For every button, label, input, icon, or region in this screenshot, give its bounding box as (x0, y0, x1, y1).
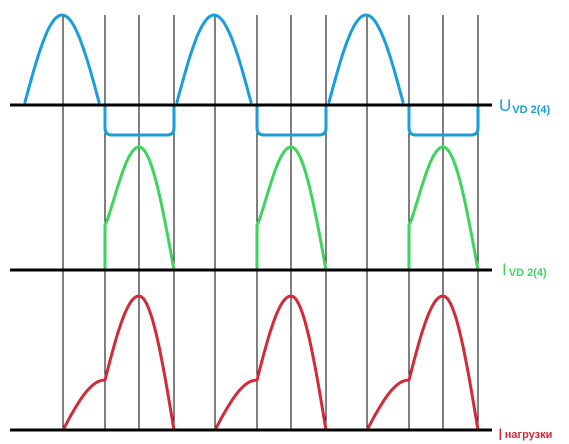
diode-current-waveform (103, 145, 480, 271)
voltage-hump (23, 13, 101, 104)
vertical-reference-lines (62, 15, 479, 430)
load-current-pulse (365, 294, 480, 431)
voltage-reverse-segment (407, 105, 480, 137)
voltage-reverse-segment (103, 105, 176, 137)
diode-current-label-sub: VD 2(4) (509, 267, 547, 279)
voltage-label-sub: VD 2(4) (512, 104, 550, 116)
diode-current-pulse (255, 145, 328, 271)
diode-current-pulse (407, 145, 480, 271)
load-current-pulse (213, 294, 328, 431)
voltage-label: UVD 2(4) (499, 96, 551, 116)
diode-current-label-main: I (502, 260, 507, 279)
diode-current-label: I VD 2(4) (502, 260, 547, 279)
load-current-label-main: I (498, 425, 503, 444)
voltage-waveform (23, 13, 480, 137)
load-current-label-sub: нагрузки (505, 429, 553, 441)
voltage-reverse-segment (255, 105, 328, 137)
load-current-waveform (61, 294, 480, 431)
voltage-label-main: U (499, 96, 511, 115)
diode-current-pulse (103, 145, 176, 271)
voltage-hump (175, 13, 253, 104)
load-current-pulse (61, 294, 176, 431)
voltage-hump (327, 13, 405, 104)
